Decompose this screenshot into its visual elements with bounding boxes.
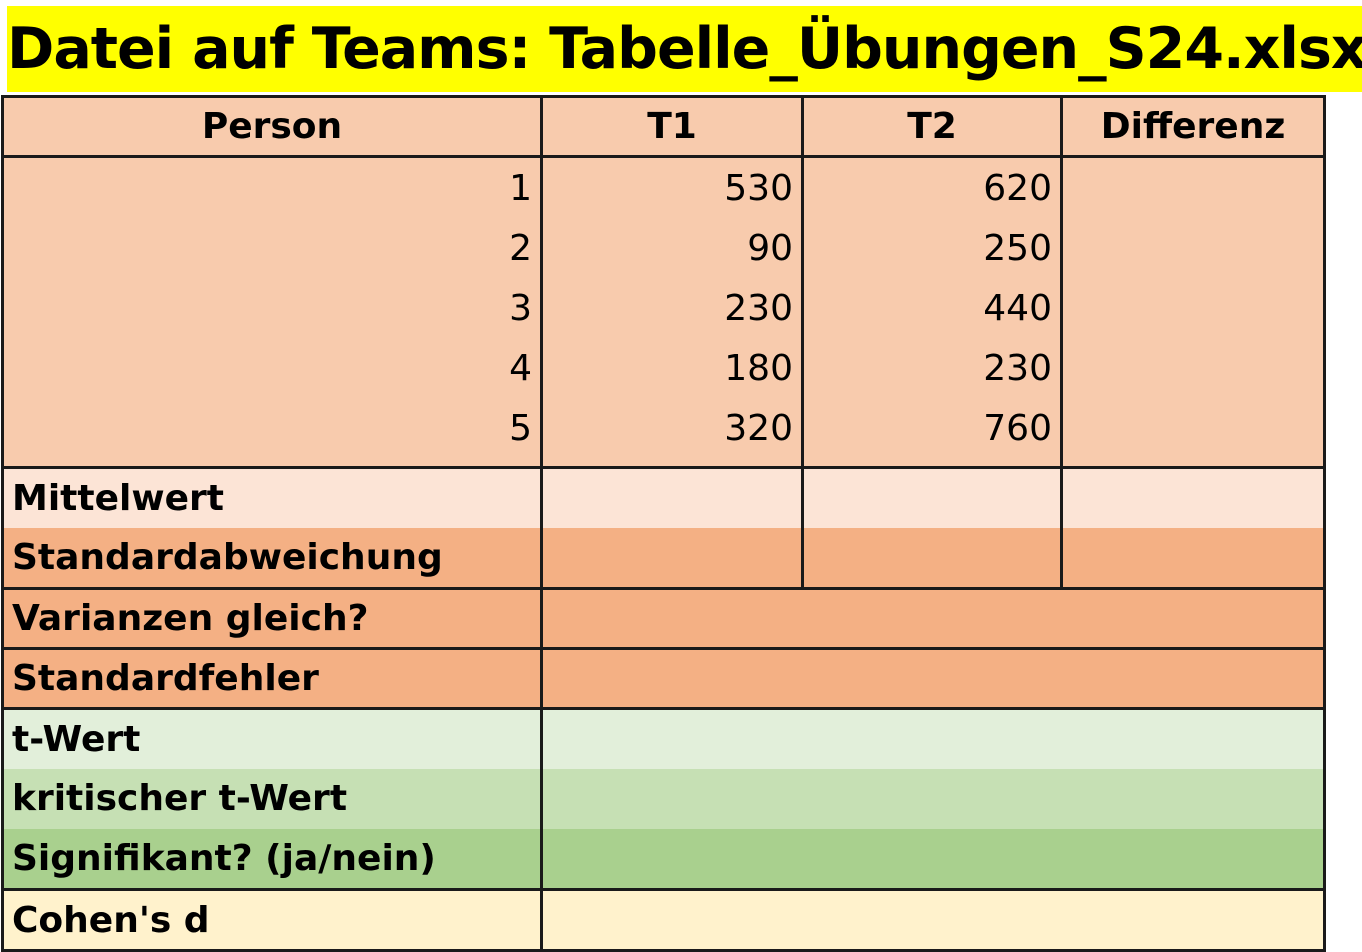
- person-cell[interactable]: 2: [509, 228, 532, 269]
- row-standardabweichung: Standardabweichung: [1, 527, 1326, 590]
- mittelwert-t2-cell[interactable]: [801, 466, 1063, 528]
- header-differenz[interactable]: Differenz: [1060, 95, 1326, 158]
- label-cohens-d: Cohen's d: [1, 888, 543, 952]
- row-cohens-d: Cohen's d: [1, 888, 1326, 952]
- row-kritischer-t-wert: kritischer t-Wert: [1, 768, 1326, 829]
- differenz-column-cells[interactable]: [1060, 155, 1326, 469]
- header-t1[interactable]: T1: [540, 95, 804, 158]
- person-cell[interactable]: 5: [509, 408, 532, 449]
- t1-column-cells[interactable]: 530 90 230 180 320: [540, 155, 804, 469]
- t1-cell[interactable]: 230: [724, 288, 793, 329]
- data-block: 1 2 3 4 5 530 90 230 180 320 620 250 440…: [1, 155, 1326, 469]
- label-kritischer-t-wert: kritischer t-Wert: [1, 768, 543, 829]
- header-t2[interactable]: T2: [801, 95, 1063, 158]
- page-title: Datei auf Teams: Tabelle_Übungen_S24.xls…: [7, 6, 1362, 92]
- label-t-wert: t-Wert: [1, 707, 543, 769]
- sd-differenz-cell[interactable]: [1060, 527, 1326, 590]
- label-signifikant: Signifikant? (ja/nein): [1, 828, 543, 891]
- exercise-table: Person T1 T2 Differenz 1 2 3 4 5 530 90 …: [1, 95, 1326, 952]
- label-varianzen-gleich: Varianzen gleich?: [1, 587, 543, 650]
- label-mittelwert: Mittelwert: [1, 466, 543, 528]
- row-t-wert: t-Wert: [1, 707, 1326, 769]
- header-row: Person T1 T2 Differenz: [1, 95, 1326, 158]
- kritischer-t-wert-cell[interactable]: [540, 768, 1326, 829]
- person-column-cells[interactable]: 1 2 3 4 5: [1, 155, 543, 469]
- standardfehler-cell[interactable]: [540, 647, 1326, 710]
- person-cell[interactable]: 3: [509, 288, 532, 329]
- t1-cell[interactable]: 90: [747, 228, 793, 269]
- t2-cell[interactable]: 440: [983, 288, 1052, 329]
- t2-cell[interactable]: 620: [983, 168, 1052, 209]
- signifikant-cell[interactable]: [540, 828, 1326, 891]
- t2-cell[interactable]: 250: [983, 228, 1052, 269]
- label-standardfehler: Standardfehler: [1, 647, 543, 710]
- t2-cell[interactable]: 760: [983, 408, 1052, 449]
- cohens-d-cell[interactable]: [540, 888, 1326, 952]
- sd-t2-cell[interactable]: [801, 527, 1063, 590]
- person-cell[interactable]: 4: [509, 348, 532, 389]
- row-signifikant: Signifikant? (ja/nein): [1, 828, 1326, 891]
- t1-cell[interactable]: 180: [724, 348, 793, 389]
- varianzen-gleich-cell[interactable]: [540, 587, 1326, 650]
- t-wert-cell[interactable]: [540, 707, 1326, 769]
- t2-cell[interactable]: 230: [983, 348, 1052, 389]
- sd-t1-cell[interactable]: [540, 527, 804, 590]
- t2-column-cells[interactable]: 620 250 440 230 760: [801, 155, 1063, 469]
- header-person[interactable]: Person: [1, 95, 543, 158]
- row-varianzen-gleich: Varianzen gleich?: [1, 587, 1326, 650]
- person-cell[interactable]: 1: [509, 168, 532, 209]
- t1-cell[interactable]: 530: [724, 168, 793, 209]
- t1-cell[interactable]: 320: [724, 408, 793, 449]
- label-standardabweichung: Standardabweichung: [1, 527, 543, 590]
- mittelwert-t1-cell[interactable]: [540, 466, 804, 528]
- mittelwert-differenz-cell[interactable]: [1060, 466, 1326, 528]
- row-standardfehler: Standardfehler: [1, 647, 1326, 710]
- row-mittelwert: Mittelwert: [1, 466, 1326, 528]
